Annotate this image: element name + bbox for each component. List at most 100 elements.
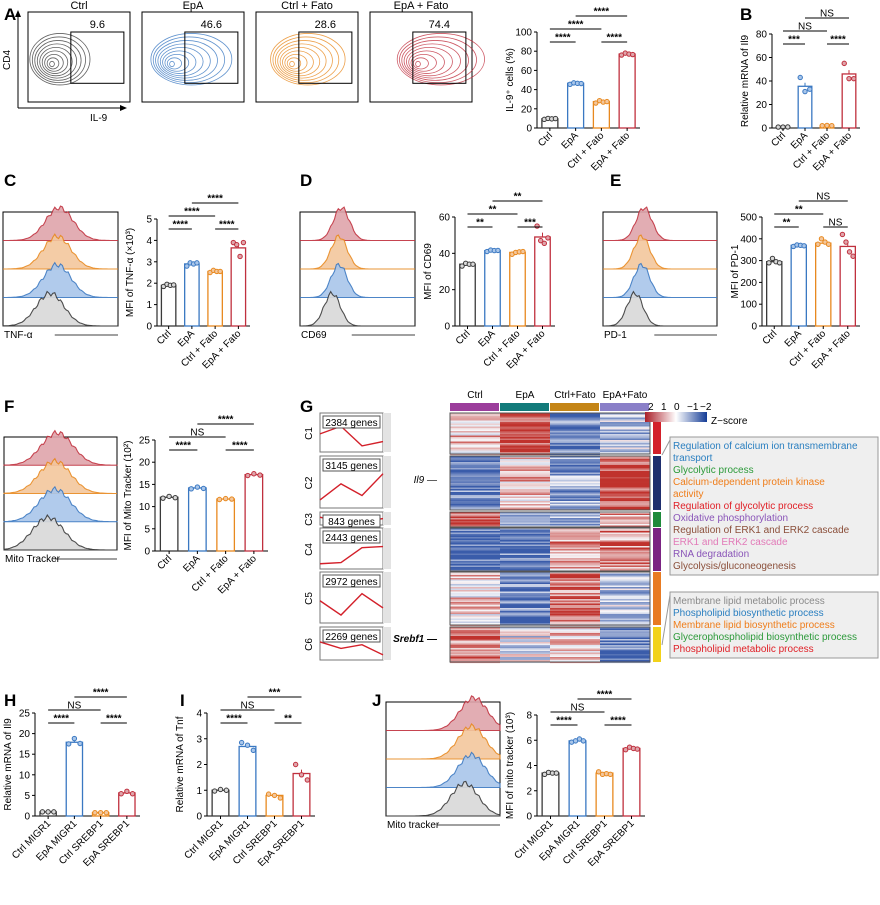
- y-tick-label: 20: [439, 285, 451, 296]
- heatmap-row-cell: [600, 529, 650, 532]
- heatmap-row-cell: [550, 516, 600, 519]
- contour-line: [277, 43, 327, 79]
- heatmap-row-cell: [500, 633, 550, 635]
- heatmap-row-cell: [500, 596, 550, 598]
- heatmap-row-cell: [450, 555, 500, 557]
- histogram-epa: [386, 751, 501, 789]
- heatmap-row-cell: [550, 642, 600, 644]
- heatmap-row-cell: [600, 441, 650, 444]
- heatmap-row-cell: [500, 493, 550, 496]
- heatmap-row-cell: [450, 549, 500, 551]
- heatmap-row-cell: [450, 466, 500, 469]
- y-tick-label: 80: [756, 30, 768, 41]
- data-point: [233, 241, 240, 248]
- heatmap-row-cell: [500, 565, 550, 568]
- bar: [790, 244, 807, 327]
- heatmap-row-cell: [600, 480, 650, 482]
- heatmap-row-cell: [500, 646, 550, 649]
- heatmap-row-cell: [450, 457, 500, 460]
- data-point: [298, 772, 305, 778]
- data-point: [237, 253, 243, 260]
- histogram-panels: TNF-α CD69 PD-1 Mito Tracker Mito tracker: [2, 205, 718, 831]
- y-tick-label: 5: [24, 791, 30, 802]
- go-term: ERK1 and ERK2 cascade: [673, 537, 788, 548]
- heatmap-row-cell: [600, 518, 650, 520]
- heatmap-row-cell: [600, 487, 650, 490]
- y-tick-label: 20: [19, 729, 31, 740]
- data-point: [578, 80, 584, 87]
- bar: [238, 745, 257, 817]
- zscore-tick: 0: [674, 402, 680, 413]
- heatmap-row-cell: [550, 591, 600, 594]
- heatmap-row-cell: [550, 443, 600, 445]
- heatmap-row-cell: [600, 534, 650, 536]
- heatmap-row-cell: [500, 556, 550, 559]
- heatmap-row-cell: [500, 634, 550, 637]
- heatmap-row-cell: [550, 537, 600, 539]
- heatmap-row-cell: [600, 640, 650, 643]
- heatmap-row-cell: [500, 535, 550, 538]
- heatmap-row-cell: [450, 508, 500, 511]
- heatmap-row-cell: [450, 623, 500, 625]
- heatmap-row-cell: [450, 660, 500, 662]
- heatmap-row-cell: [600, 602, 650, 604]
- heatmap-cluster-C1: 2384 genes C1: [304, 412, 661, 456]
- panel-letter-J: J: [372, 691, 381, 710]
- heatmap-row-cell: [600, 489, 650, 491]
- heatmap-row-cell: [550, 590, 600, 592]
- heatmap-row-cell: [500, 449, 550, 451]
- heatmap-row-cell: [600, 584, 650, 586]
- heatmap-row-cell: [600, 612, 650, 615]
- data-point: [184, 263, 190, 269]
- heatmap-row-cell: [550, 502, 600, 505]
- heatmap-row-cell: [600, 456, 650, 458]
- data-point: [51, 809, 57, 815]
- heatmap-row-cell: [500, 495, 550, 497]
- heatmap-row-cell: [500, 481, 550, 484]
- significance-label: **: [783, 218, 791, 229]
- data-point: [846, 75, 852, 82]
- heatmap-row-cell: [500, 462, 550, 464]
- heatmap-row-cell: [600, 631, 650, 634]
- y-tick-label: 0: [444, 322, 450, 333]
- heatmap-row-cell: [500, 558, 550, 560]
- heatmap-row-cell: [450, 493, 500, 496]
- heatmap-row-cell: [500, 528, 550, 530]
- heatmap-row-cell: [500, 429, 550, 432]
- heatmap-row-cell: [600, 423, 650, 426]
- bar: [159, 496, 179, 552]
- zscore-colorbar: [645, 412, 707, 422]
- x-tick-label: Ctrl: [155, 328, 174, 347]
- heatmap-row-cell: [500, 614, 550, 616]
- heatmap-row-cell: [450, 642, 500, 644]
- data-point: [607, 771, 614, 778]
- y-tick-label: 25: [19, 709, 31, 720]
- cluster-color-bar: [653, 627, 661, 662]
- heatmap-row-cell: [500, 474, 550, 476]
- heatmap-row-cell: [550, 618, 600, 621]
- heatmap-row-cell: [600, 564, 650, 566]
- heatmap-row-cell: [500, 657, 550, 659]
- heatmap-row-cell: [450, 646, 500, 649]
- heatmap-row-cell: [550, 588, 600, 591]
- y-tick-label: 10: [139, 502, 151, 513]
- heatmap-row-cell: [550, 507, 600, 509]
- flow-title: Ctrl + Fato: [281, 0, 333, 12]
- heatmap-row-cell: [600, 547, 650, 550]
- data-point: [45, 809, 51, 815]
- y-tick-label: 4: [196, 709, 202, 720]
- heatmap-row-cell: [600, 652, 650, 655]
- heatmap-row-cell: [600, 651, 650, 653]
- heatmap-row-cell: [450, 468, 500, 470]
- data-point: [222, 495, 229, 502]
- heatmap-row-cell: [450, 446, 500, 448]
- contour-line: [286, 57, 302, 70]
- heatmap-row-cell: [550, 627, 600, 629]
- heatmap-row-cell: [550, 567, 600, 569]
- heatmap-row-cell: [600, 522, 650, 525]
- y-axis-label: MFI of TNF-α (×10³): [125, 228, 136, 317]
- heatmap-row-cell: [550, 541, 600, 544]
- heatmap-row-cell: [450, 585, 500, 588]
- heatmap-row-cell: [600, 648, 650, 650]
